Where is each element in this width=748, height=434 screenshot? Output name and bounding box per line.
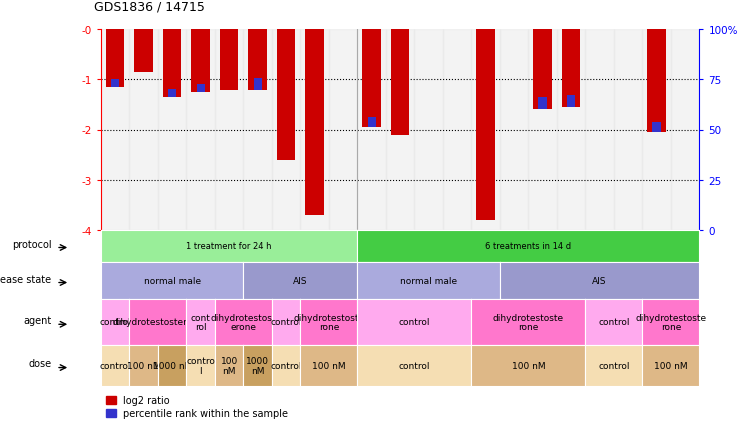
- Text: 100 nM: 100 nM: [654, 361, 687, 370]
- Bar: [367, 118, 375, 128]
- Bar: [305, 30, 324, 215]
- Bar: [471, 30, 500, 230]
- Bar: [614, 30, 643, 230]
- Text: 100 nM: 100 nM: [512, 361, 545, 370]
- Bar: [643, 30, 671, 230]
- Text: dihydrotestoste
rone: dihydrotestoste rone: [635, 313, 706, 332]
- Bar: [539, 98, 547, 110]
- Bar: [562, 30, 580, 108]
- Text: normal male: normal male: [144, 276, 200, 286]
- Bar: [391, 30, 409, 135]
- Bar: [386, 30, 414, 230]
- Text: 6 treatments in 14 d: 6 treatments in 14 d: [485, 242, 571, 251]
- Text: cont
rol: cont rol: [191, 313, 211, 332]
- Bar: [671, 30, 699, 230]
- Text: dihydrotestost
erone: dihydrotestost erone: [211, 313, 276, 332]
- Text: 1 treatment for 24 h: 1 treatment for 24 h: [186, 242, 272, 251]
- Bar: [363, 30, 381, 128]
- Bar: [106, 30, 124, 88]
- Text: 1000
nM: 1000 nM: [246, 356, 269, 375]
- Bar: [111, 80, 120, 88]
- Text: agent: agent: [23, 315, 52, 325]
- Bar: [586, 30, 614, 230]
- Text: contro
l: contro l: [186, 356, 215, 375]
- Bar: [443, 30, 471, 230]
- Bar: [243, 30, 272, 230]
- Legend: log2 ratio, percentile rank within the sample: log2 ratio, percentile rank within the s…: [105, 395, 288, 418]
- Bar: [414, 30, 443, 230]
- Text: 100 nM: 100 nM: [127, 361, 161, 370]
- Text: control: control: [99, 361, 131, 370]
- Bar: [101, 30, 129, 230]
- Bar: [329, 30, 358, 230]
- Bar: [215, 30, 243, 230]
- Text: control: control: [399, 318, 430, 327]
- Bar: [186, 30, 215, 230]
- Text: control: control: [271, 361, 302, 370]
- Text: protocol: protocol: [12, 240, 52, 250]
- Bar: [528, 30, 557, 230]
- Text: GDS1836 / 14715: GDS1836 / 14715: [94, 0, 204, 13]
- Text: control: control: [598, 318, 630, 327]
- Bar: [301, 30, 329, 230]
- Text: normal male: normal male: [400, 276, 457, 286]
- Bar: [567, 96, 575, 108]
- Bar: [191, 30, 210, 93]
- Bar: [197, 85, 205, 93]
- Text: control: control: [271, 318, 302, 327]
- Bar: [220, 30, 239, 91]
- Text: 100 nM: 100 nM: [312, 361, 346, 370]
- Bar: [500, 30, 528, 230]
- Text: control: control: [99, 318, 131, 327]
- Text: control: control: [598, 361, 630, 370]
- Bar: [248, 30, 267, 91]
- Bar: [135, 30, 153, 73]
- Bar: [272, 30, 301, 230]
- Text: dihydrotestoste
rone: dihydrotestoste rone: [293, 313, 364, 332]
- Text: AIS: AIS: [592, 276, 607, 286]
- Text: 1000 nM: 1000 nM: [153, 361, 192, 370]
- Bar: [647, 30, 666, 133]
- Bar: [358, 30, 386, 230]
- Bar: [129, 30, 158, 230]
- Text: 100
nM: 100 nM: [221, 356, 238, 375]
- Bar: [533, 30, 552, 110]
- Text: dose: dose: [28, 358, 52, 368]
- Bar: [168, 90, 177, 98]
- Text: AIS: AIS: [293, 276, 307, 286]
- Bar: [163, 30, 182, 98]
- Bar: [254, 79, 262, 91]
- Bar: [158, 30, 186, 230]
- Bar: [476, 30, 495, 220]
- Text: disease state: disease state: [0, 274, 52, 284]
- Bar: [652, 123, 660, 133]
- Text: dihydrotestosterone: dihydrotestosterone: [112, 318, 203, 327]
- Bar: [557, 30, 586, 230]
- Text: dihydrotestoste
rone: dihydrotestoste rone: [493, 313, 564, 332]
- Text: control: control: [399, 361, 430, 370]
- Bar: [277, 30, 295, 160]
